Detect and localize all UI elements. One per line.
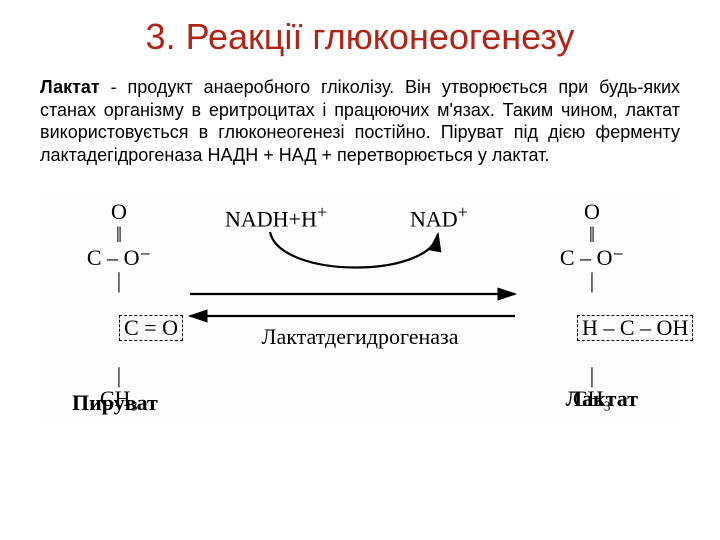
slide: 3. Реакції глюконеогенезу Лактат - проду… <box>0 0 720 540</box>
slide-title: 3. Реакції глюконеогенезу <box>40 16 680 58</box>
body-paragraph: Лактат - продукт анаеробного гліколізу. … <box>40 76 680 166</box>
lead-word: Лактат <box>40 77 100 97</box>
reaction-diagram: O ‖ C – O⁻ | C = O | CH₃ O ‖ C – O⁻ | H … <box>40 194 680 424</box>
reaction-diagram-wrap: O ‖ C – O⁻ | C = O | CH₃ O ‖ C – O⁻ | H … <box>40 194 680 424</box>
paragraph-rest: - продукт анаеробного гліколізу. Він утв… <box>40 77 680 165</box>
reaction-arrows <box>40 194 680 424</box>
